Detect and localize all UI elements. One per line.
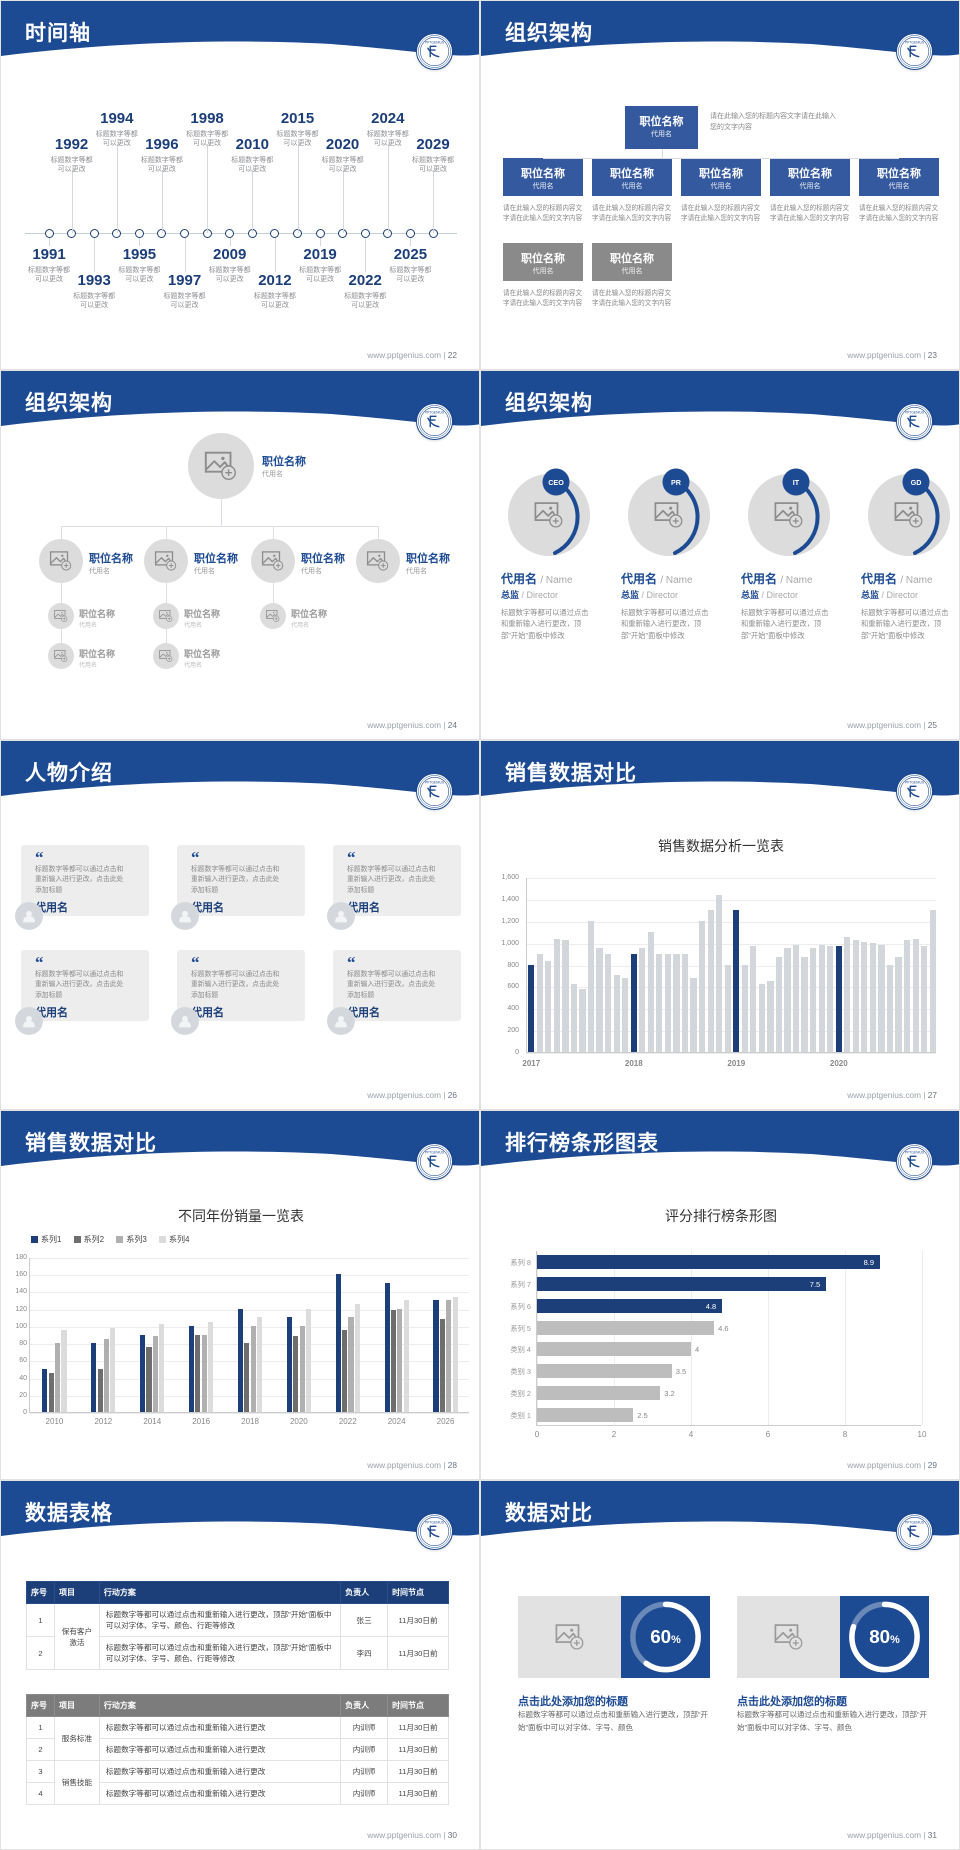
svg-text:PR: PR (671, 478, 682, 487)
svg-text:60%: 60% (650, 1626, 681, 1647)
svg-text:PPTGENIUS: PPTGENIUS (905, 40, 925, 44)
svg-text:PPTGENIUS: PPTGENIUS (425, 40, 445, 44)
svg-text:PPTGENIUS: PPTGENIUS (905, 1150, 925, 1154)
svg-text:PPTGENIUS: PPTGENIUS (425, 780, 445, 784)
svg-text:PPTGENIUS: PPTGENIUS (425, 1520, 445, 1524)
svg-text:PPTGENIUS: PPTGENIUS (425, 410, 445, 414)
svg-text:GD: GD (910, 478, 921, 487)
svg-text:PPTGENIUS: PPTGENIUS (905, 1520, 925, 1524)
svg-text:IT: IT (792, 478, 799, 487)
svg-text:PPTGENIUS: PPTGENIUS (425, 1150, 445, 1154)
svg-text:80%: 80% (869, 1626, 900, 1647)
svg-text:CEO: CEO (548, 478, 564, 487)
svg-text:PPTGENIUS: PPTGENIUS (905, 780, 925, 784)
svg-text:PPTGENIUS: PPTGENIUS (905, 410, 925, 414)
